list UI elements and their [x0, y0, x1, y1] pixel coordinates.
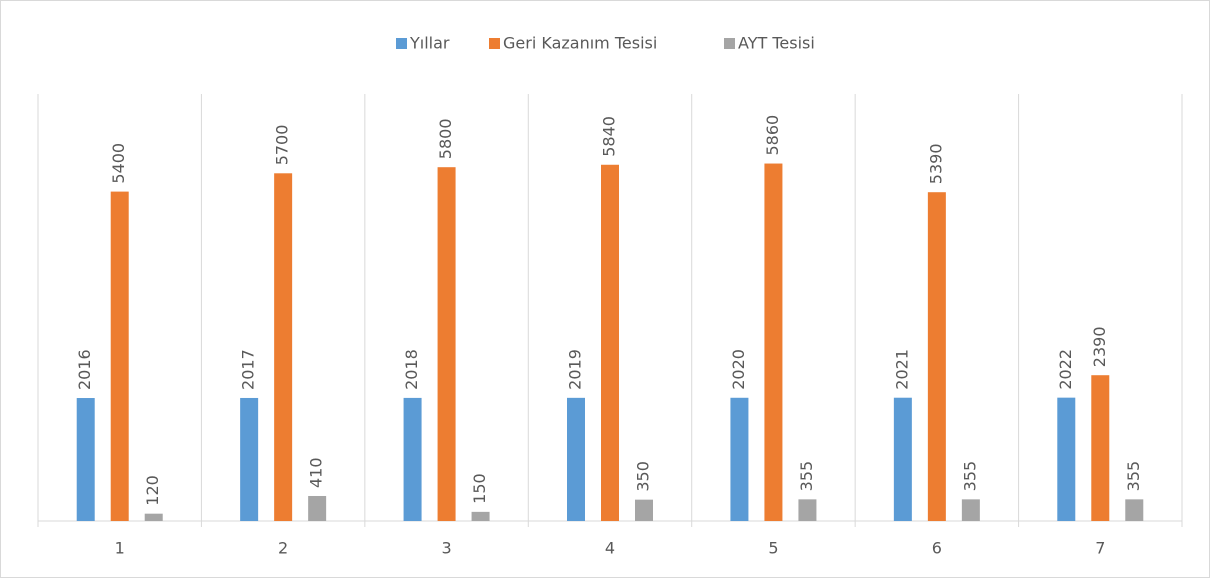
bar [764, 163, 783, 522]
data-label: 2016 [75, 349, 94, 390]
x-tick-label: 4 [605, 539, 615, 558]
bar [471, 511, 490, 521]
x-tick-label: 5 [768, 539, 778, 558]
bar [730, 397, 749, 521]
bar [798, 499, 817, 521]
bar [240, 397, 259, 521]
bar [893, 397, 912, 521]
data-label: 2017 [239, 349, 258, 390]
data-label: 120 [143, 475, 162, 506]
data-label: 355 [797, 461, 816, 492]
x-tick-label: 3 [441, 539, 451, 558]
bar [961, 499, 980, 521]
bar [927, 192, 946, 521]
bar [635, 499, 653, 521]
bar [308, 495, 327, 521]
data-label: 5860 [763, 115, 782, 156]
bar [601, 164, 619, 521]
data-label: 2390 [1090, 326, 1109, 367]
legend-label: Geri Kazanım Tesisi [503, 34, 657, 53]
bar [110, 191, 129, 521]
x-tick-label: 7 [1095, 539, 1105, 558]
data-label: 5400 [109, 143, 128, 184]
bar [144, 513, 163, 521]
data-label: 5800 [436, 118, 455, 159]
data-label: 2021 [892, 349, 911, 390]
legend-label: Yıllar [409, 34, 450, 53]
data-label: 2020 [729, 349, 748, 390]
legend-swatch [489, 38, 500, 49]
data-label: 5700 [273, 125, 292, 166]
data-label: 5840 [600, 116, 619, 157]
bar [1091, 375, 1110, 521]
bar [76, 398, 95, 521]
bar [1057, 397, 1076, 521]
data-label: 350 [634, 461, 653, 492]
x-tick-label: 1 [115, 539, 125, 558]
data-label: 2018 [402, 349, 421, 390]
x-tick-label: 2 [278, 539, 288, 558]
data-label: 5390 [926, 143, 945, 184]
legend-swatch [724, 38, 735, 49]
data-label: 150 [470, 473, 489, 504]
bar [567, 397, 585, 521]
bar [1125, 499, 1144, 521]
data-label: 410 [307, 457, 326, 488]
x-tick-label: 6 [932, 539, 942, 558]
bar [437, 167, 456, 521]
legend-swatch [396, 38, 407, 49]
legend-label: AYT Tesisi [738, 34, 815, 53]
data-label: 2019 [566, 349, 585, 390]
data-label: 355 [1124, 461, 1143, 492]
data-label: 355 [960, 461, 979, 492]
bar [403, 397, 422, 521]
bar [274, 173, 293, 522]
data-label: 2022 [1056, 349, 1075, 390]
